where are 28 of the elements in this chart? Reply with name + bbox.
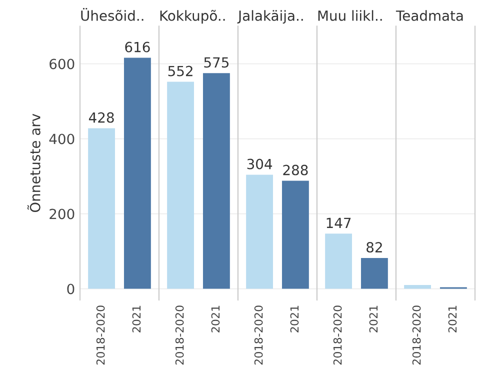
- x-tick-label: 2021: [132, 306, 141, 332]
- chart-title: Teadmata: [396, 10, 463, 21]
- y-tick-label: 200: [50, 208, 74, 220]
- x-tick-label: 2018-2020: [333, 306, 342, 365]
- x-tick-label: 2021: [290, 306, 299, 332]
- x-tick-label: 2021: [369, 306, 378, 332]
- x-tick-label: 2018-2020: [254, 306, 263, 365]
- chart-title: Kokkupõ..: [160, 10, 225, 24]
- x-tick-label: 2018-2020: [412, 306, 421, 365]
- x-tick-label: 2021: [448, 306, 457, 332]
- data-label: 552: [168, 66, 192, 76]
- x-tick-label: 2018-2020: [96, 306, 105, 365]
- y-tick-label: 600: [50, 58, 74, 70]
- data-label: 428: [88, 112, 114, 123]
- data-label: 147: [326, 218, 351, 228]
- y-axis-title: Õnnetuste arv: [27, 114, 40, 212]
- x-tick-label: 2018-2020: [175, 306, 184, 365]
- chart-title: Muu liikl..: [318, 10, 382, 21]
- data-label: 82: [366, 242, 382, 253]
- data-label: 288: [283, 164, 308, 176]
- data-label: 304: [247, 158, 272, 170]
- data-label: 616: [125, 42, 150, 52]
- y-tick-label: 400: [49, 134, 74, 144]
- y-tick-label: 0: [67, 284, 74, 294]
- data-label: 575: [204, 57, 228, 68]
- chart-title: Ühesõid..: [81, 8, 144, 21]
- chart-title: Jalakäija..: [237, 10, 303, 24]
- x-tick-label: 2021: [211, 306, 220, 332]
